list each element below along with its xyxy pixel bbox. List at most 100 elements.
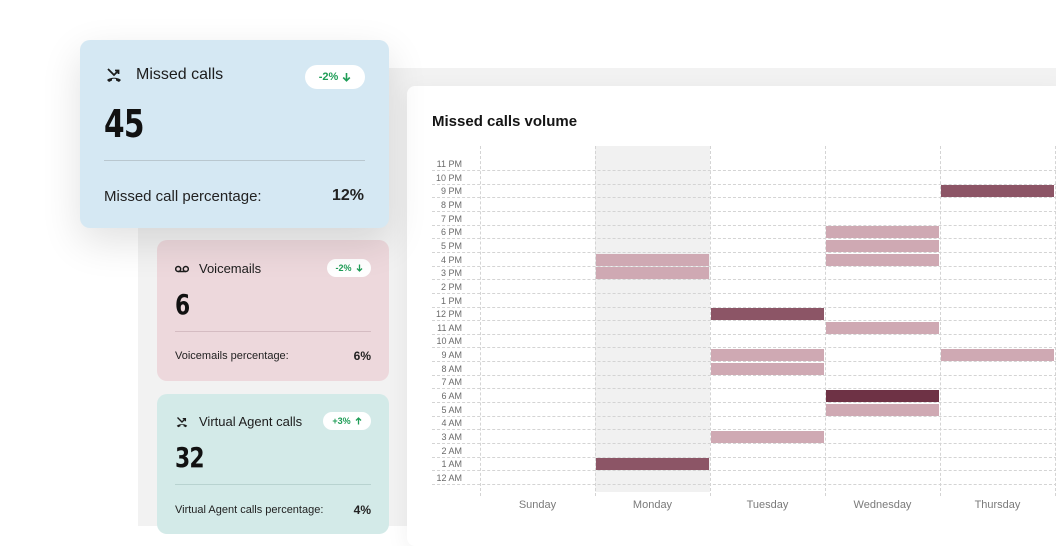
hour-tick-label: 5 AM	[441, 405, 462, 415]
virtual-agent-title: Virtual Agent calls	[199, 414, 303, 429]
grid-line	[432, 293, 1056, 294]
virtual-agent-header: Virtual Agent calls	[175, 414, 302, 429]
hour-tick-label: 11 PM	[436, 159, 462, 169]
hour-tick-label: 6 PM	[440, 227, 462, 237]
heatmap-cell[interactable]	[596, 254, 709, 266]
hour-tick-label: 2 AM	[441, 446, 462, 456]
grid-line	[432, 484, 1056, 485]
heatmap-cell[interactable]	[826, 254, 939, 266]
grid-line	[432, 211, 1056, 212]
missed-call-icon	[105, 67, 123, 83]
divider	[104, 160, 365, 161]
missed-calls-change: -2%	[318, 71, 339, 83]
day-tick-label: Wednesday	[853, 498, 912, 511]
heatmap-cell[interactable]	[826, 404, 939, 416]
heatmap-cell[interactable]	[711, 363, 824, 375]
hour-tick-label: 3 AM	[441, 432, 462, 442]
grid-line	[432, 402, 1056, 403]
heatmap-cell[interactable]	[596, 458, 709, 470]
grid-line	[432, 279, 1056, 280]
hour-tick-label: 10 PM	[435, 173, 462, 183]
grid-line	[432, 252, 1056, 253]
hour-tick-label: 5 PM	[440, 241, 462, 251]
grid-line	[432, 457, 1056, 458]
heatmap-cell[interactable]	[826, 226, 939, 238]
grid-line	[432, 170, 1056, 171]
hour-tick-label: 7 AM	[441, 377, 462, 387]
voicemails-change: -2%	[335, 263, 352, 273]
voicemails-value: 6	[175, 288, 190, 321]
hour-tick-label: 12 PM	[435, 309, 462, 319]
hour-tick-label: 7 PM	[440, 214, 462, 224]
heatmap-cell[interactable]	[941, 349, 1054, 361]
grid-line	[432, 443, 1056, 444]
day-tick-label: Monday	[632, 498, 673, 511]
chart-title: Missed calls volume	[432, 113, 578, 130]
hour-tick-label: 9 AM	[441, 350, 462, 360]
hour-tick-label: 4 PM	[440, 255, 462, 265]
virtual-agent-calls-card[interactable]: Virtual Agent calls +3% 32 Virtual Agent…	[157, 394, 389, 534]
grid-line	[432, 266, 1056, 267]
grid-line	[432, 197, 1056, 198]
heatmap-cell[interactable]	[941, 185, 1054, 197]
grid-line	[432, 225, 1056, 226]
heatmap-cell[interactable]	[826, 240, 939, 252]
voicemails-title: Voicemails	[199, 261, 262, 276]
missed-call-percentage-value: 12%	[331, 187, 364, 204]
hour-tick-label: 6 AM	[441, 391, 462, 401]
arrow-down-icon	[342, 72, 351, 82]
virtual-agent-change: +3%	[332, 416, 351, 426]
voicemails-header: Voicemails	[175, 261, 261, 276]
heatmap-cell[interactable]	[711, 431, 824, 443]
virtual-agent-badge: +3%	[323, 412, 371, 430]
virtual-agent-percentage-label: Virtual Agent calls percentage:	[175, 504, 324, 516]
voicemails-percentage-label: Voicemails percentage:	[175, 350, 289, 362]
grid-line	[432, 429, 1056, 430]
divider	[175, 331, 371, 332]
highlighted-day-column	[595, 146, 710, 492]
hour-tick-label: 10 AM	[436, 336, 462, 346]
arrow-down-icon	[356, 264, 363, 272]
grid-line	[595, 146, 596, 496]
voicemail-icon	[175, 265, 189, 273]
heatmap-cell[interactable]	[596, 267, 709, 279]
day-tick-label: Tuesday	[746, 498, 789, 511]
missed-calls-volume-panel: Missed calls volume 11 PM 10 PM 9 PM 8 PM 7 …	[407, 86, 1056, 546]
grid-line	[432, 238, 1056, 239]
heatmap-cell[interactable]	[711, 308, 824, 320]
day-tick-label: Thursday	[974, 498, 1021, 511]
day-tick-label: Sunday	[518, 498, 557, 511]
grid-line	[825, 146, 826, 496]
missed-calls-card[interactable]: Missed calls -2% 45 Missed call percenta…	[80, 40, 389, 228]
missed-calls-badge: -2%	[305, 65, 365, 89]
grid-line	[432, 470, 1056, 471]
hour-tick-label: 1 PM	[440, 296, 462, 306]
missed-calls-header: Missed calls	[105, 66, 223, 84]
virtual-agent-value: 32	[175, 441, 205, 474]
voicemails-card[interactable]: Voicemails -2% 6 Voicemails percentage: …	[157, 240, 389, 381]
heatmap-cell[interactable]	[826, 390, 939, 402]
hour-tick-label: 2 PM	[440, 282, 462, 292]
hour-tick-label: 9 PM	[440, 186, 462, 196]
hour-tick-label: 11 AM	[437, 323, 462, 333]
missed-call-icon	[175, 416, 189, 428]
missed-calls-value: 45	[104, 102, 144, 146]
missed-call-percentage-label: Missed call percentage:	[104, 188, 262, 205]
hour-tick-label: 8 PM	[440, 200, 462, 210]
heatmap-cell[interactable]	[826, 322, 939, 334]
virtual-agent-percentage-value: 4%	[353, 503, 371, 517]
hour-tick-label: 8 AM	[441, 364, 462, 374]
grid-line	[432, 307, 1056, 308]
voicemails-badge: -2%	[327, 259, 371, 277]
divider	[175, 484, 371, 485]
grid-line	[432, 320, 1056, 321]
grid-line	[432, 347, 1056, 348]
grid-line	[480, 146, 481, 496]
grid-line	[432, 375, 1056, 376]
grid-line	[710, 146, 711, 496]
heatmap-cell[interactable]	[711, 349, 824, 361]
arrow-up-icon	[355, 417, 362, 425]
hour-tick-label: 1 AM	[441, 459, 462, 469]
grid-line	[432, 184, 1056, 185]
hour-tick-label: 12 AM	[436, 473, 462, 483]
